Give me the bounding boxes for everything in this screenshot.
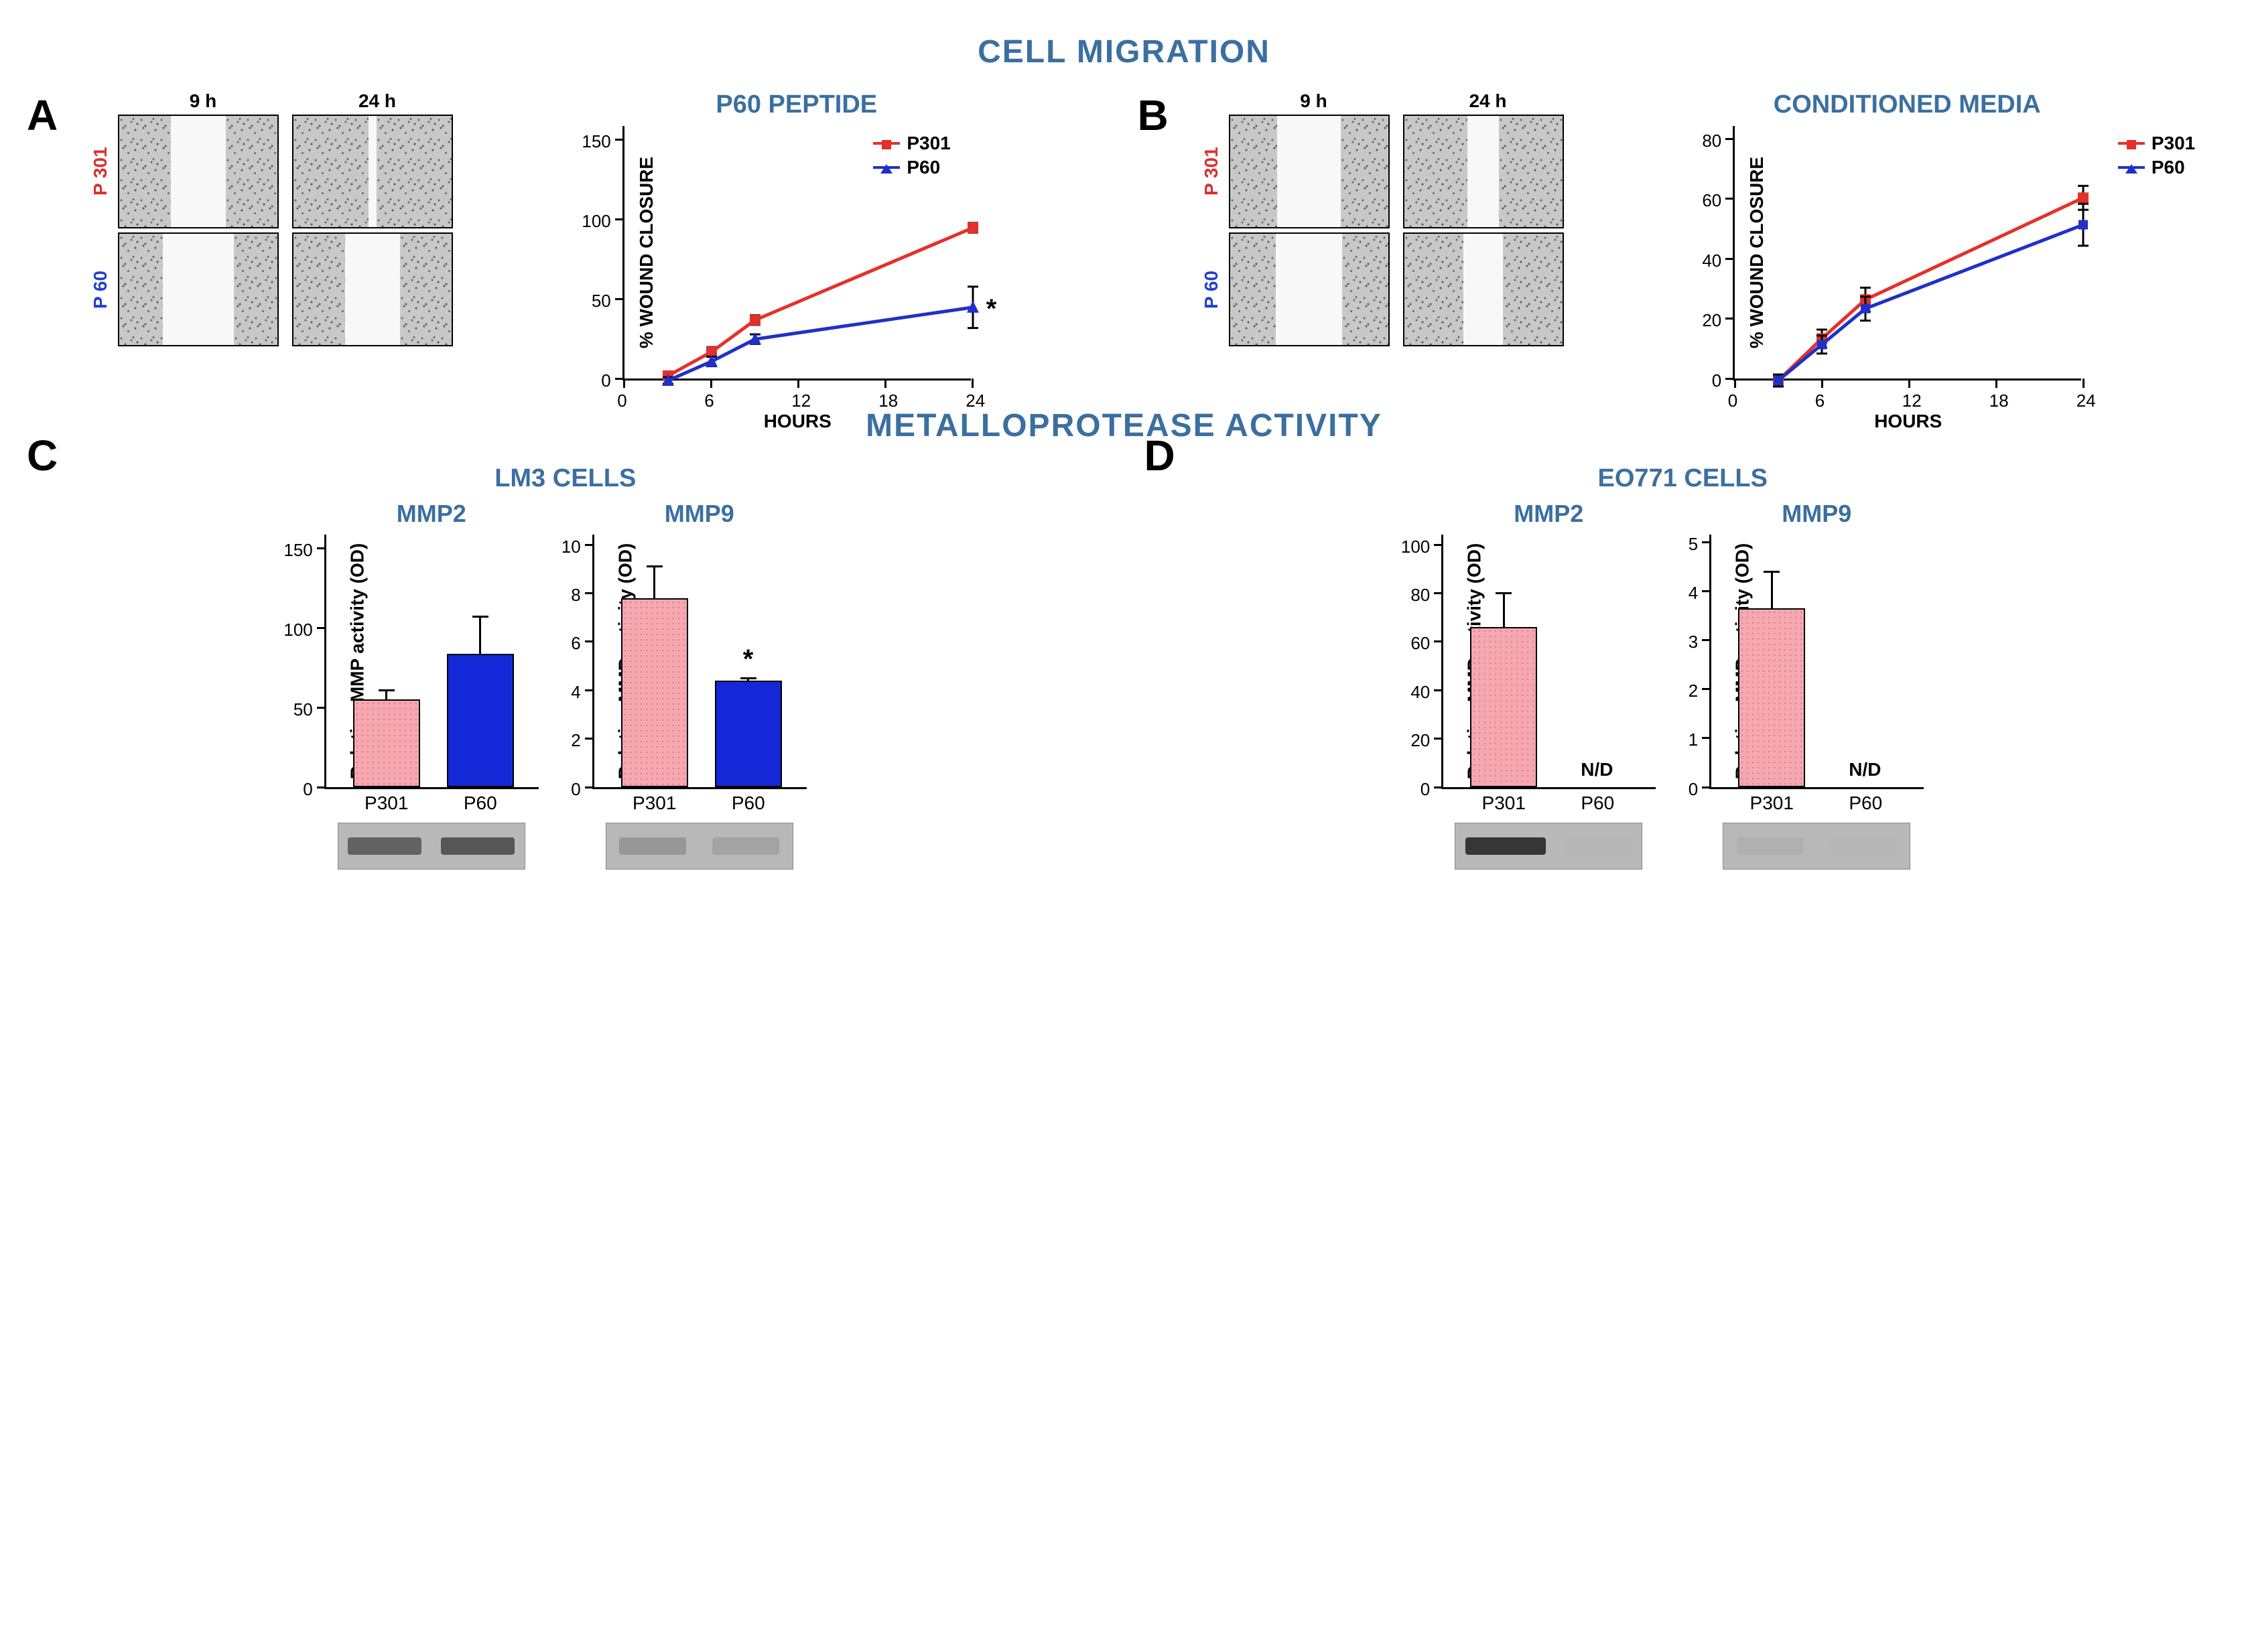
panel-A: A 9 h24 h P 301 P 60 P60 PEPTIDE 050100150061… xyxy=(27,90,1111,381)
bar xyxy=(1738,608,1805,787)
panel-letter: D xyxy=(1144,431,1175,480)
legend: P301 P60 xyxy=(2118,133,2195,181)
bar-x-label: P301 xyxy=(1482,793,1526,814)
bar xyxy=(447,654,514,788)
micrograph-image xyxy=(292,232,453,346)
bar-x-label: P301 xyxy=(365,793,408,814)
panel-subtitle: P60 PEPTIDE xyxy=(482,90,1111,119)
bar xyxy=(1470,627,1537,787)
gel-image xyxy=(1455,823,1642,870)
x-axis-label: HOURS xyxy=(764,411,832,432)
line-chart: 02040608006121824% WOUND CLOSUREHOURSP30… xyxy=(1593,126,2222,381)
panel-subtitle: EO771 CELLS xyxy=(1598,464,1768,493)
bar-chart: MMP2050100150Relative MMP activity (OD)P… xyxy=(324,500,539,870)
micrograph-image xyxy=(1229,232,1390,346)
not-detected-label: N/D xyxy=(1581,759,1613,780)
micrograph-block: 9 h24 h P 301 P 60 xyxy=(87,90,462,346)
bar-pair: MMP2050100150Relative MMP activity (OD)P… xyxy=(324,500,807,870)
micrograph-image xyxy=(118,232,279,346)
micrograph-image xyxy=(1403,232,1564,346)
micrograph-col-label: 24 h xyxy=(292,90,462,111)
micrograph-col-label: 9 h xyxy=(1229,90,1399,111)
panel-D: DEO771 CELLSMMP2020406080100Relative MMP… xyxy=(1144,464,2222,870)
bar-pair: MMP2020406080100Relative MMP activity (O… xyxy=(1441,500,1924,870)
bar-x-label: P60 xyxy=(1581,793,1614,814)
micrograph-row-label: P 301 xyxy=(87,115,114,228)
x-axis-label: HOURS xyxy=(1874,411,1942,432)
micrograph-grid: 9 h24 h P 301 P 60 xyxy=(1198,90,1573,346)
panel-C: CLM3 CELLSMMP2050100150Relative MMP acti… xyxy=(27,464,1104,870)
micrograph-image xyxy=(292,115,453,228)
row-mmp: CLM3 CELLSMMP2050100150Relative MMP acti… xyxy=(27,464,2221,870)
bar-x-label: P301 xyxy=(1750,793,1794,814)
line-chart: 05010015006121824% WOUND CLOSUREHOURS*P3… xyxy=(482,126,1111,381)
micrograph-col-label: 9 h xyxy=(118,90,288,111)
bar-chart: MMP90246810Relative MMP activity (OD)P30… xyxy=(592,500,807,870)
panel-subtitle: LM3 CELLS xyxy=(494,464,636,493)
bar xyxy=(353,699,420,787)
panel-letter: A xyxy=(27,90,58,140)
panel-subtitle: CONDITIONED MEDIA xyxy=(1593,90,2222,119)
bar-x-label: P60 xyxy=(464,793,497,814)
legend: P301 P60 xyxy=(873,133,950,181)
panel-letter: B xyxy=(1138,90,1169,140)
row-migration: A9 h24 hP 301P 60P60 PEPTIDE050100150061… xyxy=(27,90,2221,381)
significance-marker: * xyxy=(986,294,997,324)
figure: CELL MIGRATIONA9 h24 hP 301P 60P60 PEPTI… xyxy=(27,33,2221,870)
significance-marker: * xyxy=(743,644,754,675)
micrograph-image xyxy=(1229,115,1390,228)
micrograph-image xyxy=(118,115,279,228)
bar-chart-title: MMP2 xyxy=(1514,500,1583,528)
micrograph-row-label: P 60 xyxy=(87,232,114,346)
micrograph-row-label: P 60 xyxy=(1198,232,1225,346)
micrograph-block: 9 h24 h P 301 P 60 xyxy=(1198,90,1573,346)
micrograph-row-label: P 301 xyxy=(1198,115,1225,228)
section-title-migration: CELL MIGRATION xyxy=(27,33,2221,70)
bar-chart-title: MMP2 xyxy=(397,500,466,528)
not-detected-label: N/D xyxy=(1849,759,1881,780)
bar-chart-title: MMP9 xyxy=(665,500,734,528)
panel-letter: C xyxy=(27,431,58,480)
gel-image xyxy=(606,823,793,870)
legend-label: P301 xyxy=(907,133,950,154)
bar-x-label: P301 xyxy=(633,793,676,814)
bar-chart: MMP2020406080100Relative MMP activity (O… xyxy=(1441,500,1656,870)
bar xyxy=(715,681,782,787)
micrograph-image xyxy=(1403,115,1564,228)
bar-x-label: P60 xyxy=(1849,793,1882,814)
micrograph-col-label: 24 h xyxy=(1403,90,1573,111)
bar-chart: MMP9012345Relative MMP activity (OD)P301… xyxy=(1709,500,1924,870)
gel-image xyxy=(338,823,525,870)
bar-x-label: P60 xyxy=(732,793,765,814)
legend-label: P301 xyxy=(2152,133,2195,154)
micrograph-grid: 9 h24 h P 301 P 60 xyxy=(87,90,462,346)
gel-image xyxy=(1723,823,1910,870)
bar xyxy=(621,598,688,787)
bar-chart-title: MMP9 xyxy=(1782,500,1851,528)
panel-B: B 9 h24 h P 301 P 60 CONDITIONED MEDIA 020406… xyxy=(1138,90,2222,381)
legend-label: P60 xyxy=(2152,157,2185,178)
legend-label: P60 xyxy=(907,157,940,178)
